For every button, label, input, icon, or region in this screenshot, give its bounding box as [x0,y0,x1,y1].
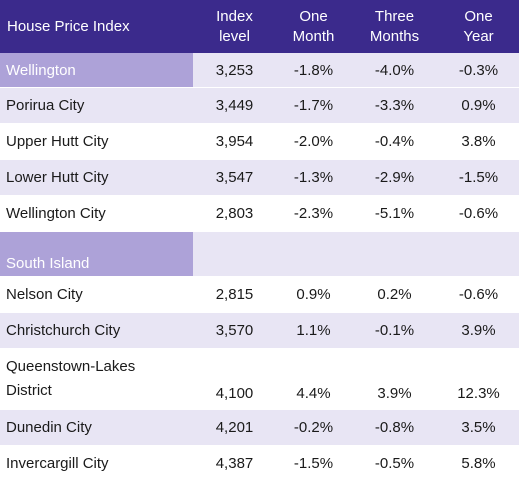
header-index-level: Index level [193,0,276,53]
table-row: Porirua City 3,449 -1.7% -3.3% 0.9% [0,87,519,124]
one-month-cell: -1.3% [276,159,351,196]
index-cell: 4,100 [193,348,276,410]
three-months-cell: -4.0% [351,53,438,88]
header-one-month: One Month [276,0,351,53]
region-row-south-island: South Island [0,231,519,277]
index-cell: 3,954 [193,123,276,160]
one-year-cell: 3.5% [438,409,519,446]
table-row: Dunedin City 4,201 -0.2% -0.8% 3.5% [0,409,519,446]
one-month-cell: -1.8% [276,53,351,88]
table-row: Queenstown-Lakes District 4,100 4.4% 3.9%… [0,348,519,410]
one-month-cell: 0.9% [276,276,351,313]
table-row: Invercargill City 4,387 -1.5% -0.5% 5.8% [0,445,519,482]
index-cell: 3,449 [193,87,276,124]
three-months-cell: -0.5% [351,445,438,482]
table-row: Nelson City 2,815 0.9% 0.2% -0.6% [0,276,519,313]
three-months-cell: 3.9% [351,348,438,410]
city-name: Wellington City [0,195,193,232]
table-row: Upper Hutt City 3,954 -2.0% -0.4% 3.8% [0,123,519,160]
one-month-cell: -2.0% [276,123,351,160]
one-year-cell: 5.8% [438,445,519,482]
three-months-cell: -0.4% [351,123,438,160]
one-month-cell: 4.4% [276,348,351,410]
one-year-cell: 0.9% [438,87,519,124]
city-name: Christchurch City [0,312,193,349]
one-year-cell: -0.6% [438,195,519,232]
three-months-cell: -2.9% [351,159,438,196]
one-month-cell: -1.7% [276,87,351,124]
region-row-wellington: Wellington 3,253 -1.8% -4.0% -0.3% [0,53,519,88]
city-name: Invercargill City [0,445,193,482]
one-year-cell: -1.5% [438,159,519,196]
one-year-cell: -0.6% [438,276,519,313]
city-name: Porirua City [0,87,193,124]
table-row: Wellington City 2,803 -2.3% -5.1% -0.6% [0,195,519,232]
index-cell: 4,387 [193,445,276,482]
index-cell: 3,570 [193,312,276,349]
table-row: Lower Hutt City 3,547 -1.3% -2.9% -1.5% [0,159,519,196]
city-name: Upper Hutt City [0,123,193,160]
one-year-cell: -0.3% [438,53,519,88]
city-name: Queenstown-Lakes District [0,348,193,410]
three-months-cell: -5.1% [351,195,438,232]
three-months-cell: -0.1% [351,312,438,349]
one-month-cell: -2.3% [276,195,351,232]
three-months-cell: 0.2% [351,276,438,313]
three-months-cell: -3.3% [351,87,438,124]
one-year-cell: 3.9% [438,312,519,349]
table-row: Christchurch City 3,570 1.1% -0.1% 3.9% [0,312,519,349]
city-name: Dunedin City [0,409,193,446]
index-cell: 2,803 [193,195,276,232]
header-house-price-index: House Price Index [0,0,193,53]
index-cell: 2,815 [193,276,276,313]
city-name: Lower Hutt City [0,159,193,196]
one-month-cell: 1.1% [276,312,351,349]
header-one-year: One Year [438,0,519,53]
index-cell: 3,253 [193,53,276,88]
header-three-months: Three Months [351,0,438,53]
one-month-cell: -0.2% [276,409,351,446]
index-cell: 3,547 [193,159,276,196]
region-label: Wellington [0,53,193,88]
one-year-cell: 3.8% [438,123,519,160]
index-cell: 4,201 [193,409,276,446]
city-name: Nelson City [0,276,193,313]
header-row: House Price Index Index level One Month Th… [0,0,519,53]
one-year-cell: 12.3% [438,348,519,410]
region-label: South Island [0,231,193,277]
three-months-cell: -0.8% [351,409,438,446]
one-month-cell: -1.5% [276,445,351,482]
